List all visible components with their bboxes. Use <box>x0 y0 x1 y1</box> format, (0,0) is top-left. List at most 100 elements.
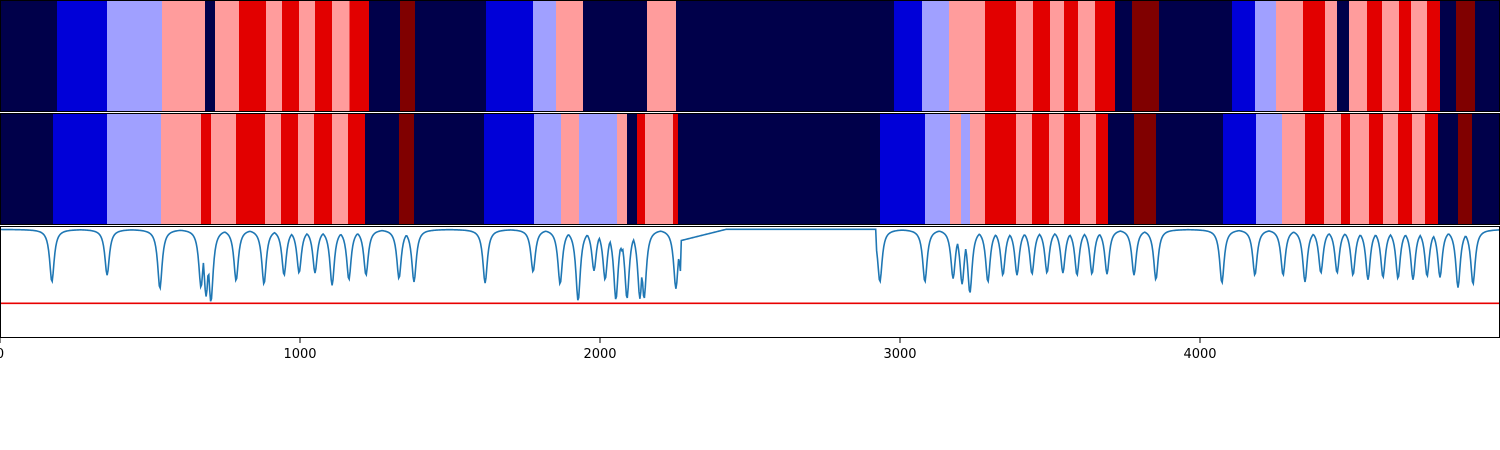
top-band-segment-34 <box>1158 0 1233 112</box>
top-band-segment-30 <box>1077 0 1096 112</box>
middle-band-segment-17 <box>534 113 562 225</box>
top-band-segment-16 <box>486 0 534 112</box>
top-band-segment-23 <box>921 0 950 112</box>
middle-band-segment-10 <box>314 113 333 225</box>
top-band-segment-17 <box>533 0 557 112</box>
middle-band-segment-44 <box>1305 113 1325 225</box>
top-band-segment-10 <box>315 0 333 112</box>
top-band-segment-21 <box>675 0 895 112</box>
top-band-segment-29 <box>1064 0 1079 112</box>
top-band-segment-48 <box>1455 0 1476 112</box>
middle-band-segment-21 <box>627 113 638 225</box>
top-band-segment-22 <box>894 0 923 112</box>
middle-band-segment-38 <box>1107 113 1135 225</box>
middle-band-segment-7 <box>264 113 282 225</box>
middle-band-segment-46 <box>1341 113 1351 225</box>
series-line <box>0 228 1500 302</box>
middle-band-segment-4 <box>201 113 212 225</box>
middle-band-segment-2 <box>107 113 162 225</box>
middle-band-segment-22 <box>636 113 646 225</box>
middle-band-segment-30 <box>969 113 986 225</box>
middle-band-segment-11 <box>332 113 349 225</box>
middle-band-segment-43 <box>1281 113 1306 225</box>
middle-band-segment-50 <box>1398 113 1413 225</box>
top-band-segment-3 <box>162 0 206 112</box>
middle-band-segment-33 <box>1032 113 1050 225</box>
top-band-segment-38 <box>1302 0 1326 112</box>
top-band-segment-24 <box>948 0 986 112</box>
middle-band-segment-53 <box>1437 113 1459 225</box>
top-band-segment-43 <box>1382 0 1400 112</box>
middle-band-segment-5 <box>210 113 237 225</box>
top-band-segment-47 <box>1440 0 1457 112</box>
middle-band-segment-48 <box>1368 113 1384 225</box>
middle-band-segment-15 <box>414 113 485 225</box>
middle-band-segment-12 <box>348 113 366 225</box>
x-tick-label-3: 3000 <box>883 347 916 362</box>
middle-band-segment-0 <box>0 113 54 225</box>
top-band-segment-37 <box>1275 0 1304 112</box>
middle-band-segment-41 <box>1223 113 1257 225</box>
middle-band-segment-32 <box>1016 113 1033 225</box>
top-band-segment-7 <box>266 0 283 112</box>
top-band-segment-6 <box>239 0 267 112</box>
x-tick-label-2: 2000 <box>583 347 616 362</box>
middle-band-segment-25 <box>678 113 881 225</box>
top-band-segment-45 <box>1410 0 1428 112</box>
middle-band-segment-14 <box>399 113 415 225</box>
top-band-segment-14 <box>399 0 416 112</box>
middle-band-segment-20 <box>617 113 628 225</box>
top-band-segment-49 <box>1475 0 1500 112</box>
top-band-segment-20 <box>647 0 677 112</box>
middle-band-segment-24 <box>672 113 679 225</box>
top-band-segment-15 <box>414 0 487 112</box>
middle-heatmap-band <box>0 113 1500 225</box>
top-band-segment-33 <box>1131 0 1160 112</box>
top-band-segment-36 <box>1254 0 1277 112</box>
top-band-segment-44 <box>1398 0 1412 112</box>
middle-band-segment-36 <box>1080 113 1097 225</box>
middle-band-segment-51 <box>1412 113 1426 225</box>
top-band-segment-4 <box>204 0 216 112</box>
top-band-segment-39 <box>1325 0 1338 112</box>
top-band-segment-9 <box>299 0 316 112</box>
middle-band-segment-16 <box>483 113 535 225</box>
top-band-segment-26 <box>1016 0 1034 112</box>
middle-band-segment-27 <box>924 113 951 225</box>
middle-band-segment-40 <box>1155 113 1224 225</box>
top-band-segment-12 <box>349 0 370 112</box>
middle-band-segment-52 <box>1425 113 1439 225</box>
top-band-segment-46 <box>1427 0 1441 112</box>
top-band-segment-1 <box>57 0 108 112</box>
middle-band-segment-34 <box>1049 113 1065 225</box>
top-band-segment-13 <box>369 0 401 112</box>
middle-band-segment-45 <box>1323 113 1342 225</box>
middle-band-segment-19 <box>579 113 618 225</box>
top-band-segment-28 <box>1050 0 1065 112</box>
top-band-segment-32 <box>1115 0 1133 112</box>
bot-panel-frame <box>0 226 1500 338</box>
x-axis: 0 1000 2000 3000 4000 <box>0 338 1217 362</box>
x-tick-label-0: 0 <box>0 347 4 362</box>
top-band-segment-31 <box>1095 0 1116 112</box>
middle-band-segment-6 <box>236 113 266 225</box>
top-band-segment-19 <box>582 0 648 112</box>
middle-band-segment-31 <box>984 113 1017 225</box>
middle-band-segment-28 <box>950 113 962 225</box>
middle-band-segment-9 <box>297 113 315 225</box>
middle-band-segment-49 <box>1383 113 1399 225</box>
top-band-segment-8 <box>282 0 300 112</box>
middle-band-segment-37 <box>1095 113 1109 225</box>
top-band-segment-5 <box>215 0 240 112</box>
x-tick-label-1: 1000 <box>283 347 316 362</box>
top-band-segment-18 <box>555 0 584 112</box>
top-band-segment-11 <box>332 0 351 112</box>
middle-band-segment-39 <box>1134 113 1157 225</box>
top-band-segment-2 <box>107 0 163 112</box>
x-tick-label-4: 4000 <box>1183 347 1216 362</box>
middle-band-segment-35 <box>1064 113 1081 225</box>
middle-band-segment-55 <box>1472 113 1500 225</box>
middle-band-segment-1 <box>53 113 108 225</box>
middle-band-segment-18 <box>561 113 580 225</box>
